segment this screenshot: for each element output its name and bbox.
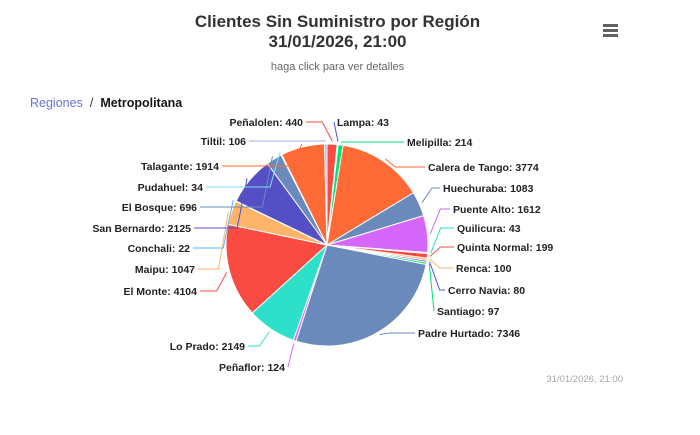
label-connector-lo-prado (248, 331, 270, 347)
slice-label-quinta-normal[interactable]: Quinta Normal: 199 (457, 242, 553, 254)
slice-label-san-bernardo[interactable]: San Bernardo: 2125 (92, 223, 191, 235)
label-connector-conchali (193, 199, 234, 249)
slice-label-melipilla[interactable]: Melipilla: 214 (407, 137, 473, 149)
hamburger-icon (603, 28, 618, 32)
label-connector-el-bosque (200, 156, 273, 208)
breadcrumb-item-regiones[interactable]: Regiones (30, 96, 83, 110)
slice-label-puente-alto[interactable]: Puente Alto: 1612 (453, 204, 541, 216)
pie-slice-padre-hurtado[interactable] (295, 244, 427, 347)
breadcrumb-separator: / (89, 96, 94, 110)
slice-label-maipu[interactable]: Maipu: 1047 (135, 264, 195, 276)
slice-label-santiago[interactable]: Santiago: 97 (437, 306, 500, 318)
slice-label-calera-de-tango[interactable]: Calera de Tango: 3774 (428, 162, 539, 174)
slice-label-renca[interactable]: Renca: 100 (456, 263, 512, 275)
slice-label-cerro-navia[interactable]: Cerro Navia: 80 (448, 285, 525, 297)
breadcrumb-item-current: Metropolitana (100, 96, 183, 110)
chart-credits-timestamp: 31/01/2026, 21:00 (546, 374, 623, 385)
slice-label-lampa[interactable]: Lampa: 43 (337, 117, 389, 129)
label-connector-calera-de-tango (384, 158, 425, 168)
slice-label-lo-prado[interactable]: Lo Prado: 2149 (170, 341, 245, 353)
slice-label-padre-hurtado[interactable]: Padre Hurtado: 7346 (418, 328, 520, 340)
label-connector-lampa (333, 121, 339, 142)
label-connector-maipu (198, 211, 229, 270)
chart-subtitle: haga click para ver detalles (270, 61, 405, 73)
label-connector-san-bernardo (194, 178, 248, 229)
label-connector-renca (429, 259, 453, 269)
pie-slices (225, 143, 429, 347)
label-connector-santiago (428, 263, 435, 312)
slice-label-talagante[interactable]: Talagante: 1914 (141, 161, 219, 173)
slice-labels: Peñalolen: 440 Lampa: 43 Melipilla: 214 Cal… (92, 117, 553, 374)
label-connector-quinta-normal (430, 246, 454, 257)
label-connector-pe-alolen (306, 121, 333, 142)
pie-slice-tiltil[interactable] (324, 143, 328, 246)
chart-context-menu-button[interactable] (599, 20, 623, 40)
slice-label-el-monte[interactable]: El Monte: 4104 (123, 286, 197, 298)
hamburger-icon (603, 33, 618, 37)
chart-title-line2: 31/01/2026, 21:00 (268, 32, 407, 51)
label-connector-puente-alto (429, 208, 450, 234)
label-connector-padre-hurtado (379, 332, 415, 336)
label-connector-el-monte (200, 272, 228, 292)
pie-slice-calera-de-tango[interactable] (326, 144, 415, 246)
slice-label-pe-aflor[interactable]: Peñaflor: 124 (219, 362, 285, 374)
label-connector-pe-aflor (287, 343, 295, 368)
slice-label-pe-alolen[interactable]: Peñalolen: 440 (229, 117, 303, 129)
label-connector-talagante (222, 143, 303, 167)
label-connector-pudahuel (206, 152, 281, 188)
slice-label-quilicura[interactable]: Quilicura: 43 (457, 223, 521, 235)
label-connector-cerro-navia (429, 261, 445, 291)
label-connector-huechuraba (421, 187, 440, 203)
slice-label-pudahuel[interactable]: Pudahuel: 34 (138, 182, 204, 194)
slice-label-tiltil[interactable]: Tiltil: 106 (201, 136, 246, 148)
slice-label-huechuraba[interactable]: Huechuraba: 1083 (443, 183, 534, 195)
breadcrumb: Regiones / Metropolitana (30, 96, 182, 110)
slice-label-conchali[interactable]: Conchali: 22 (128, 243, 191, 255)
chart-title: Clientes Sin Suministro por Región 31/01… (0, 12, 675, 52)
slice-label-el-bosque[interactable]: El Bosque: 696 (122, 202, 197, 214)
label-connectors (193, 121, 454, 368)
hamburger-icon (603, 23, 618, 27)
label-connector-quilicura (430, 227, 454, 254)
chart-title-line1: Clientes Sin Suministro por Región (194, 12, 481, 31)
